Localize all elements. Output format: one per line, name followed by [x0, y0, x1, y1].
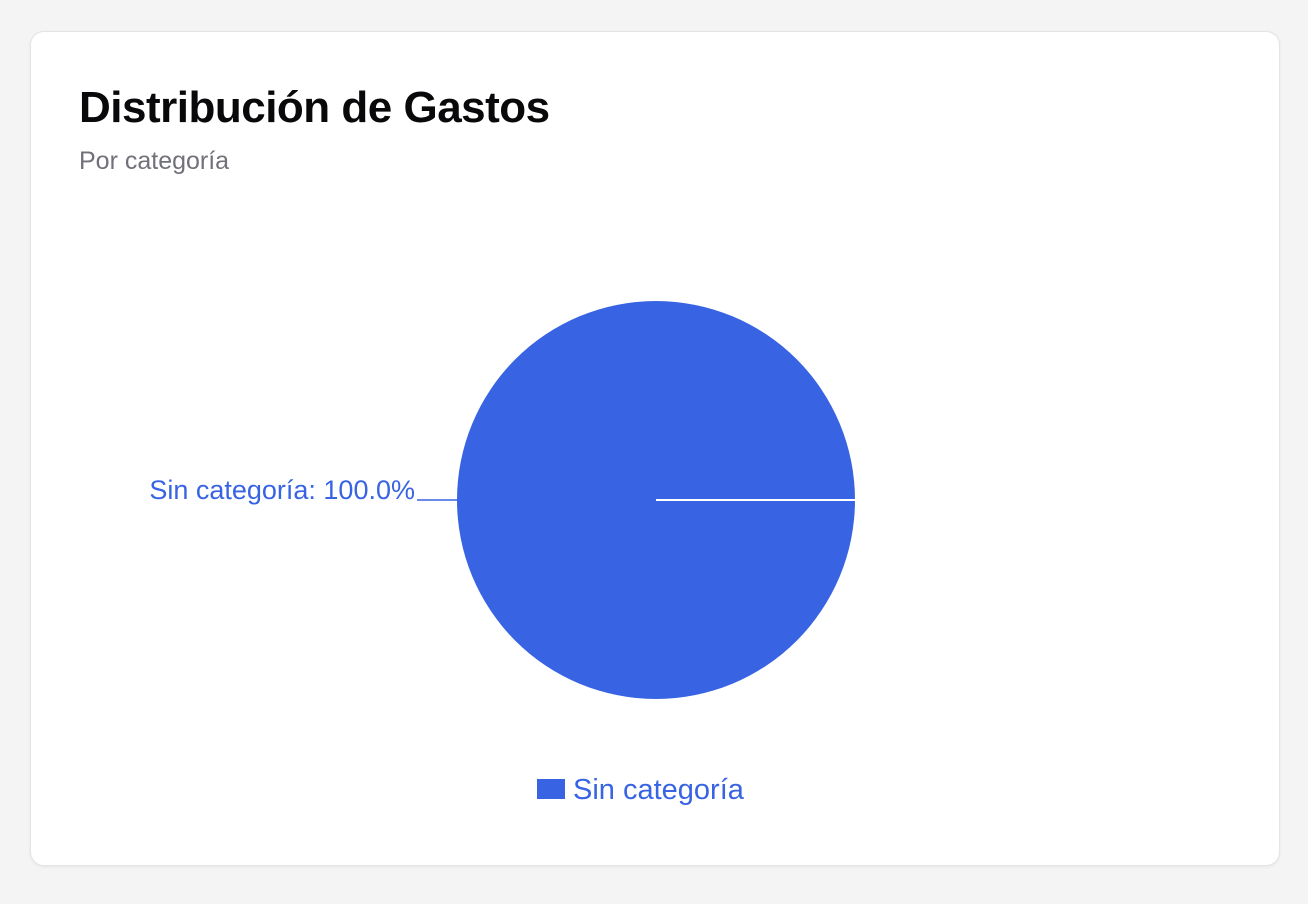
card-title: Distribución de Gastos: [79, 83, 550, 132]
chart-card: Distribución de Gastos Por categoría Sin…: [30, 31, 1280, 866]
pie-labels: Sin categoría: 100.0%: [149, 475, 457, 505]
pie-slices: [457, 301, 855, 699]
legend-label[interactable]: Sin categoría: [573, 774, 745, 806]
pie-chart: Sin categoría: 100.0% Sin categoría: [149, 301, 855, 806]
legend-swatch: [537, 779, 565, 799]
card-subtitle: Por categoría: [79, 147, 230, 175]
pie-slice-label: Sin categoría: 100.0%: [149, 475, 415, 505]
chart-legend: Sin categoría: [537, 774, 745, 806]
